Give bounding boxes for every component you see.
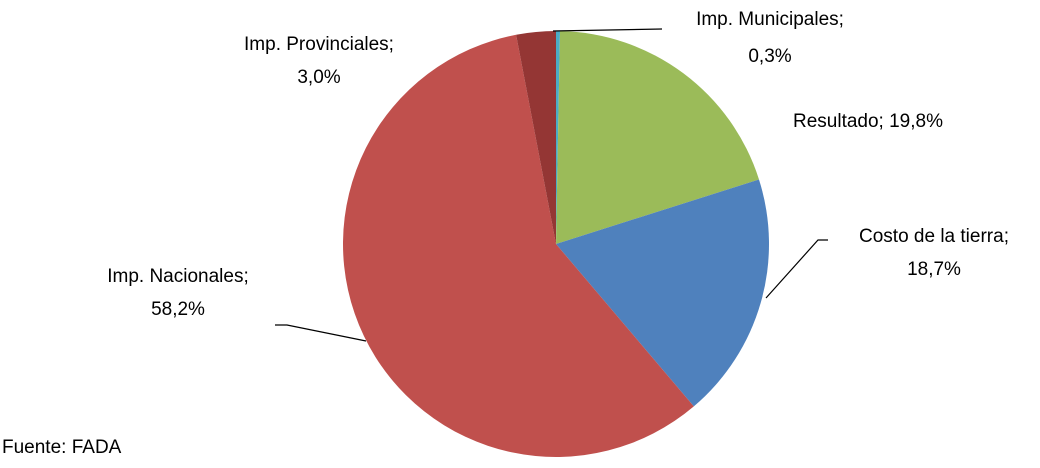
data-label: 0,3% (748, 46, 791, 67)
pie-slice (516, 31, 556, 244)
pie-slice (556, 31, 561, 244)
data-label: Resultado; 19,8% (793, 111, 943, 132)
data-label: Costo de la tierra; (859, 226, 1009, 247)
data-label: 58,2% (151, 299, 205, 320)
data-label: 3,0% (297, 67, 340, 88)
data-label: Imp. Provinciales; (244, 34, 394, 55)
pie-slice (556, 179, 769, 407)
leader-line (765, 239, 828, 299)
pie-slice (343, 34, 694, 457)
data-label: Imp. Municipales; (696, 9, 844, 30)
pie-slice (556, 31, 759, 244)
leader-line (275, 324, 367, 342)
source-note: Fuente: FADA (2, 437, 122, 458)
data-label: Imp. Nacionales; (107, 266, 249, 287)
data-label: 18,7% (907, 259, 961, 280)
leader-line (552, 28, 663, 32)
